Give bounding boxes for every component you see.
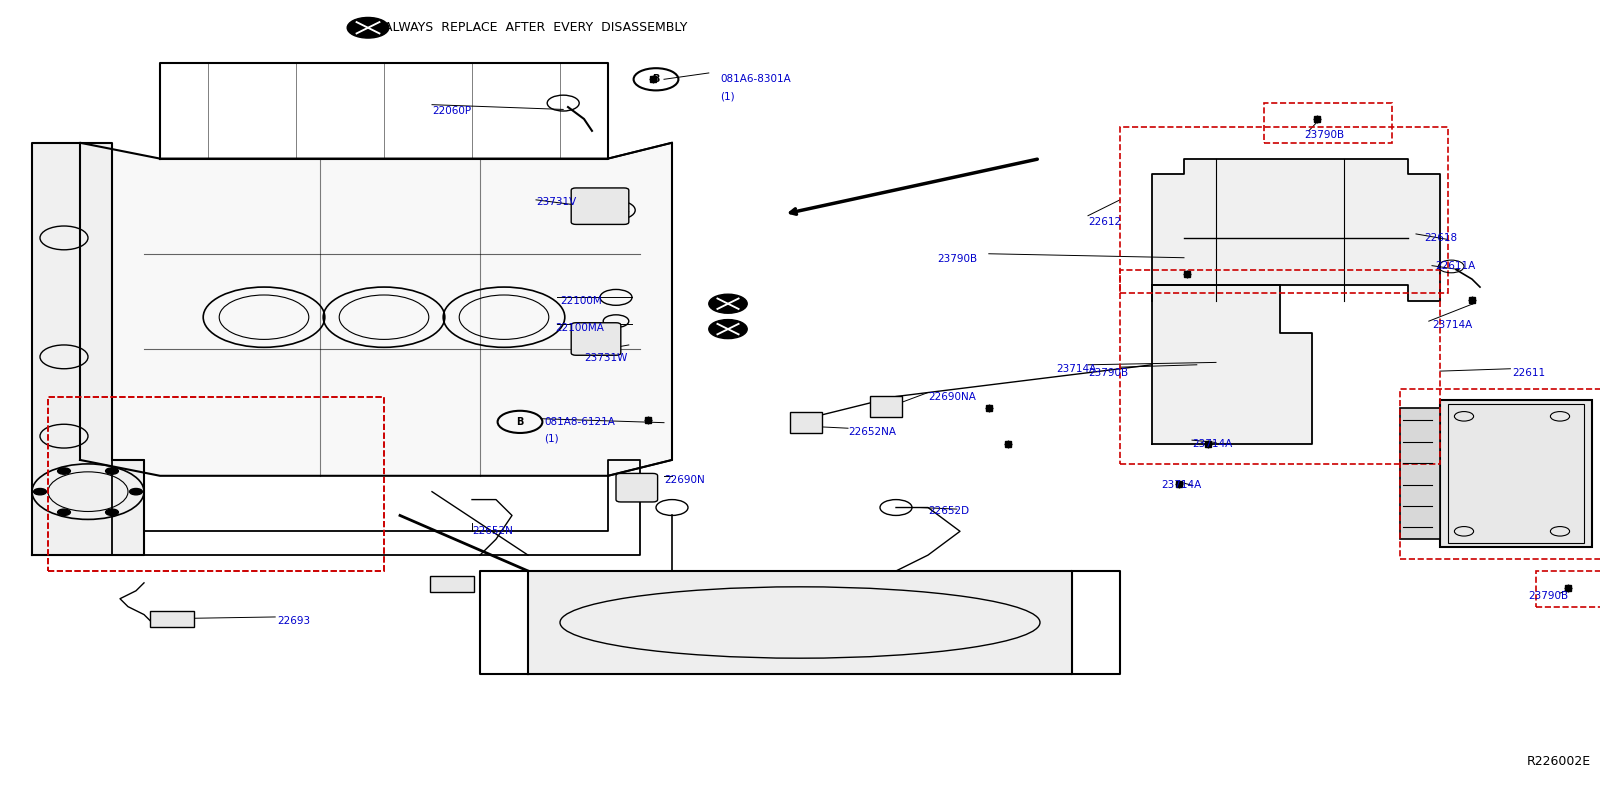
Text: 23714A: 23714A <box>1162 481 1202 490</box>
Text: 22612: 22612 <box>1088 217 1122 227</box>
FancyBboxPatch shape <box>571 323 621 355</box>
Text: 22100M: 22100M <box>560 297 602 306</box>
Circle shape <box>347 17 389 38</box>
Text: R226002E: R226002E <box>1526 755 1590 768</box>
FancyBboxPatch shape <box>1400 408 1440 539</box>
Text: 081A8-6121A: 081A8-6121A <box>544 417 614 427</box>
Text: 22060P: 22060P <box>432 106 470 116</box>
Text: 23790B: 23790B <box>1528 592 1568 601</box>
Text: 081A6-8301A: 081A6-8301A <box>720 75 790 84</box>
Text: 23731V: 23731V <box>536 197 576 207</box>
Text: 23790B: 23790B <box>1304 130 1344 140</box>
Circle shape <box>106 468 118 474</box>
Circle shape <box>34 488 46 495</box>
FancyBboxPatch shape <box>430 576 474 592</box>
Polygon shape <box>32 143 144 555</box>
FancyBboxPatch shape <box>616 473 658 502</box>
Text: 23714A: 23714A <box>1432 320 1472 330</box>
Text: 22690NA: 22690NA <box>928 392 976 401</box>
Text: 23714A: 23714A <box>1056 364 1096 374</box>
Text: B: B <box>653 75 659 84</box>
Text: 22100MA: 22100MA <box>555 323 605 332</box>
Polygon shape <box>1152 285 1312 444</box>
Text: (1): (1) <box>544 434 558 443</box>
Circle shape <box>58 468 70 474</box>
Polygon shape <box>528 571 1072 674</box>
Text: 22611: 22611 <box>1512 368 1546 377</box>
FancyBboxPatch shape <box>150 611 194 627</box>
Text: 22693: 22693 <box>277 616 310 626</box>
Text: 23731W: 23731W <box>584 354 627 363</box>
Text: 23714A: 23714A <box>1192 439 1232 449</box>
Text: (1): (1) <box>720 92 734 102</box>
Text: 23790B: 23790B <box>938 255 978 264</box>
FancyBboxPatch shape <box>1440 400 1592 547</box>
Circle shape <box>130 488 142 495</box>
Polygon shape <box>80 143 672 476</box>
FancyBboxPatch shape <box>870 396 902 417</box>
Text: 22618: 22618 <box>1424 233 1458 243</box>
Text: 22611A: 22611A <box>1435 261 1475 270</box>
Text: 22652N: 22652N <box>472 527 514 536</box>
Text: 23790B: 23790B <box>1088 368 1128 377</box>
FancyBboxPatch shape <box>571 188 629 224</box>
Text: 22652NA: 22652NA <box>848 427 896 437</box>
Circle shape <box>709 320 747 339</box>
Text: B: B <box>517 417 523 427</box>
Text: 22690N: 22690N <box>664 475 704 485</box>
Circle shape <box>106 509 118 515</box>
Polygon shape <box>1152 159 1440 301</box>
Circle shape <box>709 294 747 313</box>
Circle shape <box>58 509 70 515</box>
FancyBboxPatch shape <box>790 412 822 433</box>
Text: 22652D: 22652D <box>928 507 970 516</box>
Text: ALWAYS  REPLACE  AFTER  EVERY  DISASSEMBLY: ALWAYS REPLACE AFTER EVERY DISASSEMBLY <box>384 21 688 34</box>
